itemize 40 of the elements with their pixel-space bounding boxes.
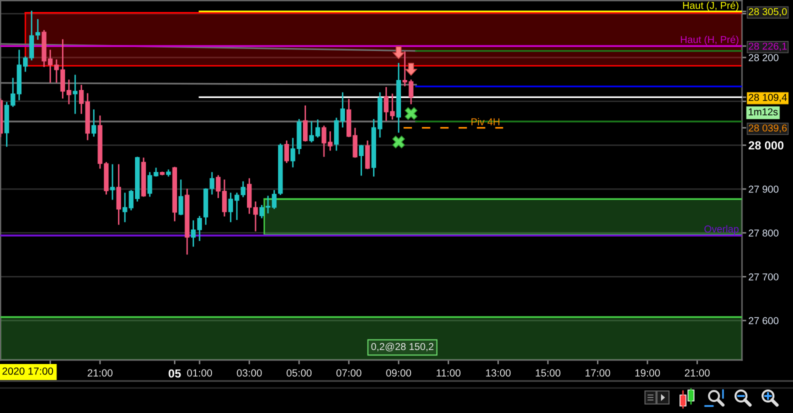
- y-tick-label: 27 700: [748, 273, 778, 280]
- candlestick: [302, 105, 308, 142]
- x-tick-label: 17:00: [586, 369, 610, 377]
- candlestick: [110, 164, 115, 200]
- x-tick-label: 03:00: [236, 369, 262, 377]
- x-tick-label: 07:00: [336, 369, 362, 377]
- y-tick-label: 27 900: [748, 186, 778, 193]
- x-tick-label: 11:00: [436, 369, 460, 377]
- series-label: Piv 4H: [471, 118, 500, 126]
- text: 1m12s: [748, 108, 778, 116]
- candlestick: [358, 144, 364, 176]
- y-tick-label: 28 226,1: [748, 42, 787, 51]
- candlestick: [91, 109, 96, 137]
- y-tick-label: 28 039,6: [748, 124, 787, 133]
- x-tick-label: 09:00: [386, 369, 412, 377]
- candlestick: [365, 140, 370, 170]
- x-tick-label: 19:00: [635, 369, 660, 377]
- candlestick: [116, 164, 122, 225]
- annotation: 0,2@28 150,2: [371, 342, 434, 352]
- ref-line-label: Haut (H, Pré): [680, 36, 738, 46]
- y-tick-label: 27 800: [748, 230, 778, 237]
- series-label: Haut (J, Pré): [683, 2, 738, 11]
- y-tick-label: 28 305,0: [748, 8, 787, 16]
- candlestick: [284, 140, 289, 163]
- x-tick-label: 21:00: [88, 369, 112, 377]
- x-tick-label: 01:00: [187, 369, 212, 377]
- y-tick-label: 28 109,4: [748, 94, 787, 102]
- x-tick-label: 05:00: [286, 369, 312, 377]
- y-tick-label: 28 000: [748, 141, 784, 150]
- x-tick-label: 15:00: [536, 369, 560, 377]
- candlestick: [72, 74, 78, 114]
- candlestick: [178, 180, 184, 216]
- x-tick-label: 21:00: [684, 369, 710, 377]
- y-tick-label: 27 600: [748, 317, 778, 324]
- x-tick-label: 05: [168, 369, 181, 378]
- candlestick: [240, 181, 246, 198]
- y-tick-label: 28 200: [748, 54, 778, 62]
- text: 2020 17:00: [2, 367, 54, 375]
- ref-line-label: Overlap: [704, 225, 739, 234]
- x-tick-label: 13:00: [486, 369, 511, 377]
